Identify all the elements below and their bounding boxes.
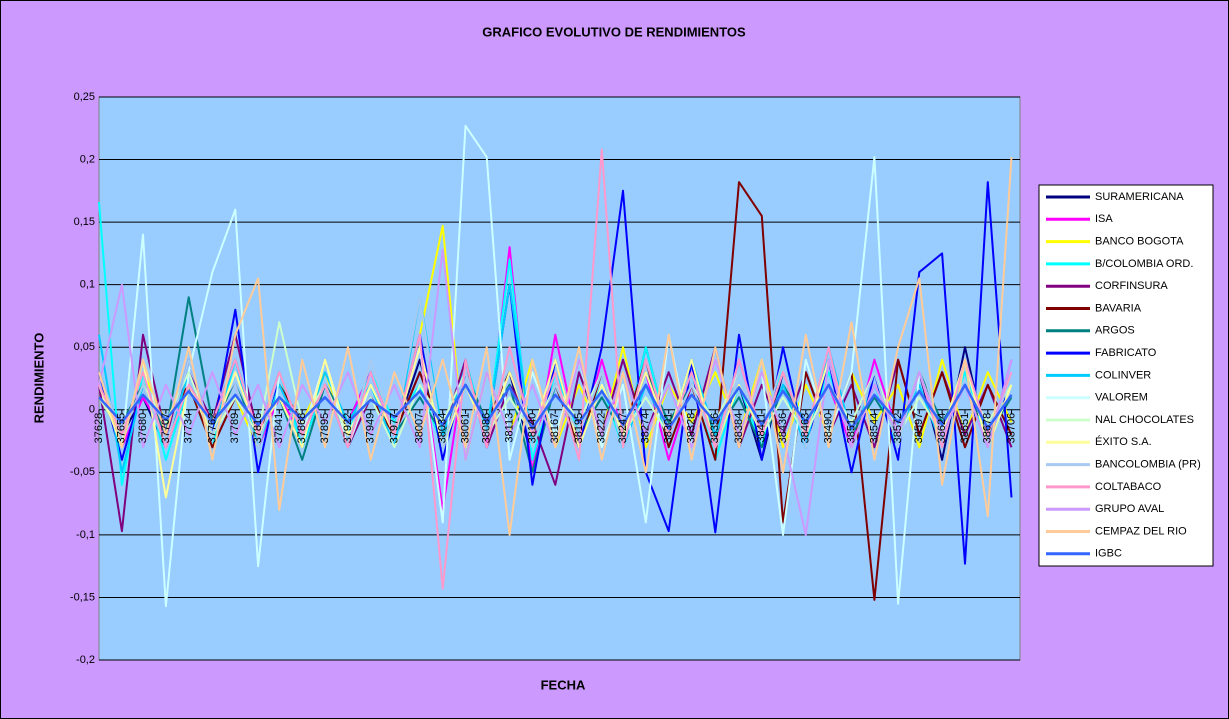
x-tick-label: 38463 [800,413,812,444]
x-tick-label: 38034 [437,413,449,444]
x-tick-label: 38328 [685,413,697,444]
x-tick-label: 37628 [93,413,105,444]
series-line [98,124,1013,608]
x-tick-label: 37895 [319,413,331,444]
legend-label: IGBC [1095,548,1122,560]
x-tick-label: 37922 [342,413,354,444]
legend-label: SURAMERICANA [1095,191,1184,203]
series-line [98,157,1013,536]
y-tick-label: 0,1 [80,279,95,291]
x-tick-label: 37816 [252,413,264,444]
x-tick-label: 38274 [640,413,652,444]
x-tick-label: 38007 [414,413,426,444]
x-tick-label: 37789 [229,413,241,444]
x-tick-label: 38411 [756,413,768,443]
legend-label: FABRICATO [1095,347,1157,359]
x-tick-label: 38678 [982,413,994,444]
x-tick-label: 38490 [823,413,835,444]
legend-label: BANCOLOMBIA (PR) [1095,459,1201,471]
x-tick-label: 38247 [617,413,629,444]
x-tick-label: 38651 [959,413,971,444]
legend-label: ÉXITO S.A. [1095,435,1152,448]
y-tick-label: -0,2 [76,654,95,666]
y-tick-label: 0 [89,404,95,416]
x-tick-label: 38140 [526,413,538,444]
x-tick-label: 37680 [137,413,149,444]
legend-label: COLTABACO [1095,481,1162,493]
y-tick-label: 0,15 [74,216,95,228]
x-tick-label: 38624 [936,413,948,444]
x-tick-label: 37762 [206,413,218,444]
legend-label: BAVARIA [1095,302,1142,314]
y-tick-label: 0,05 [74,341,95,353]
legend-label: ISA [1095,213,1113,225]
legend-label: BANCO BOGOTA [1095,236,1184,248]
y-tick-label: -0,05 [70,466,95,478]
x-tick-label: 38597 [913,413,925,444]
x-tick-label: 38222 [596,413,608,444]
x-tick-label: 38544 [868,413,880,444]
legend-label: ARGOS [1095,325,1135,337]
legend-label: CEMPAZ DEL RIO [1095,525,1187,537]
x-tick-label: 38113 [503,413,515,443]
x-tick-label: 38061 [459,413,471,444]
x-tick-label: 37977 [388,413,400,444]
x-tick-label: 38384 [733,413,745,444]
x-tick-label: 38572 [892,413,904,444]
y-tick-label: 0,25 [74,91,95,103]
y-tick-label: 0,2 [80,153,95,165]
legend-label: B/COLOMBIA ORD. [1095,258,1193,270]
series-line [98,296,1013,449]
x-tick-label: 37734 [183,413,195,444]
x-tick-label: 37707 [160,413,172,444]
series-line [98,383,1013,430]
chart-title: GRAFICO EVOLUTIVO DE RENDIMIENTOS [482,24,746,39]
x-tick-label: 38301 [663,413,675,444]
y-tick-label: -0,1 [76,529,95,541]
legend-label: NAL CHOCOLATES [1095,414,1194,426]
x-tick-label: 38167 [549,413,561,444]
legend-label: VALOREM [1095,392,1148,404]
x-tick-label: 38436 [777,413,789,444]
x-tick-label: 37868 [296,413,308,444]
x-tick-label: 38706 [1005,413,1017,444]
y-tick-label: -0,15 [70,591,95,603]
legend-label: COLINVER [1095,369,1151,381]
x-tick-label: 37841 [273,413,285,444]
x-tick-label: 37949 [365,413,377,444]
x-tick-label: 37655 [116,413,128,444]
x-axis-title: FECHA [541,677,586,692]
x-tick-label: 38195 [573,413,585,444]
x-tick-label: 38517 [845,413,857,444]
legend-label: GRUPO AVAL [1095,503,1164,515]
legend-label: CORFINSURA [1095,280,1168,292]
x-tick-label: 38356 [709,413,721,444]
y-axis-title: RENDIMIENTO [31,333,46,424]
x-tick-label: 38086 [481,413,493,444]
